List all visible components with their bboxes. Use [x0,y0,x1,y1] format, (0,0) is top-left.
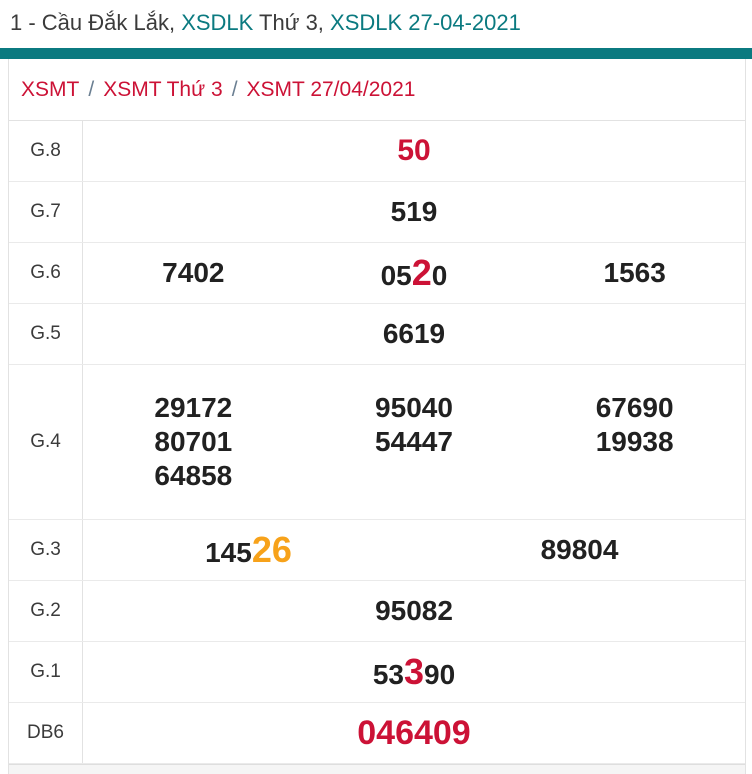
highlighted-digit-segment: 2 [411,252,432,294]
prize-value: 1563 [604,259,666,287]
table-row: G.4 29172 95040 67690 80701 54447 19938 64858 [9,365,745,521]
page-title-part: 1 - Cầu Đắk Lắk, [10,10,182,35]
prize-label: G.1 [9,642,83,703]
prize-digit-segment: 7402 [162,257,225,289]
prize-value: 0520 [381,255,448,291]
breadcrumb: XSMT / XSMT Thứ 3 / XSMT 27/04/2021 [9,59,745,120]
card-footer-strip [9,764,745,774]
prize-values: 95082 [83,581,745,641]
prize-value: 7402 [162,259,224,287]
prize-digit-segment: 1563 [603,257,666,289]
prize-digit-segment: 89804 [540,534,619,566]
prize-value: 95082 [375,597,453,625]
page-title: 1 - Cầu Đắk Lắk, XSDLK Thứ 3, XSDLK 27-0… [0,0,752,48]
breadcrumb-separator: / [231,77,238,101]
prize-values: 29172 95040 67690 80701 54447 19938 64858 [83,365,745,519]
prize-values: 046409 [83,703,745,763]
prize-digit-segment: 29172 [154,392,233,424]
table-row: G.5 6619 [9,304,745,366]
table-row: G.6 7402 0520 1563 [9,243,745,305]
prize-value: 64858 [154,462,232,490]
prize-label: G.7 [9,182,83,243]
table-row: G.8 50 [9,121,745,183]
prize-label: G.4 [9,365,83,520]
prize-digit-segment: 145 [205,537,252,569]
table-row: G.7 519 [9,182,745,244]
prize-value: 53390 [373,654,455,690]
highlighted-digit-segment: 50 [397,134,431,168]
prize-digit-segment: 95040 [375,392,453,424]
table-row: DB6 046409 [9,703,745,765]
prize-value: 89804 [541,536,619,564]
prize-value: 80701 [154,428,232,456]
prize-value: 50 [397,136,430,166]
page-title-part: XSDLK [181,10,254,35]
prize-value: 14526 [205,532,292,568]
prize-digit-segment: 95082 [375,595,453,627]
prize-values: 6619 [83,304,745,364]
prize-digit-segment: 05 [380,260,412,292]
prize-label: G.6 [9,243,83,304]
prize-label: G.8 [9,121,83,182]
prize-digit-segment: 90 [424,659,456,691]
prize-value: 67690 [596,394,674,422]
results-table: G.8 50 G.7 519 G.6 7402 0520 1563 G.5 6619 G.4 2917… [9,120,745,765]
page-title-part: XSDLK 27-04-2021 [330,10,521,35]
prize-digit-segment: 19938 [595,426,674,458]
prize-digit-segment: 80701 [154,426,233,458]
page-title-part: Thứ 3, [253,10,331,35]
prize-values: 53390 [83,642,745,702]
prize-digit-segment: 0 [431,260,448,292]
prize-digit-segment: 6619 [382,318,446,350]
prize-value: 519 [391,198,438,226]
table-row: G.3 14526 89804 [9,520,745,582]
prize-digit-segment: 67690 [595,392,674,424]
results-card: XSMT / XSMT Thứ 3 / XSMT 27/04/2021 G.8 50 G.7… [8,59,746,774]
prize-value: 54447 [375,428,453,456]
prize-digit-segment: 519 [390,196,438,228]
prize-value: 6619 [383,320,445,348]
prize-values: 14526 89804 [83,520,745,580]
highlighted-digit-segment: 046409 [357,714,471,753]
breadcrumb-link[interactable]: XSMT 27/04/2021 [246,77,416,101]
breadcrumb-separator: / [88,77,95,101]
prize-values: 7402 0520 1563 [83,243,745,303]
prize-value: 95040 [375,394,453,422]
prize-value: 046409 [357,716,470,750]
prize-label: G.5 [9,304,83,365]
highlighted-digit-segment: 26 [251,529,292,571]
prize-values: 50 [83,121,745,181]
prize-value: 19938 [596,428,674,456]
prize-digit-segment: 53 [372,659,404,691]
table-row: G.2 95082 [9,581,745,643]
prize-digit-segment: 54447 [375,426,453,458]
prize-digit-segment: 64858 [154,460,233,492]
teal-divider-bar [0,48,752,59]
prize-label: G.2 [9,581,83,642]
prize-label: DB6 [9,703,83,764]
prize-value: 29172 [154,394,232,422]
table-row: G.1 53390 [9,642,745,704]
prize-label: G.3 [9,520,83,581]
highlighted-digit-segment: 3 [403,651,425,693]
prize-values: 519 [83,182,745,242]
breadcrumb-link[interactable]: XSMT Thứ 3 [103,77,223,101]
breadcrumb-link[interactable]: XSMT [21,77,80,101]
